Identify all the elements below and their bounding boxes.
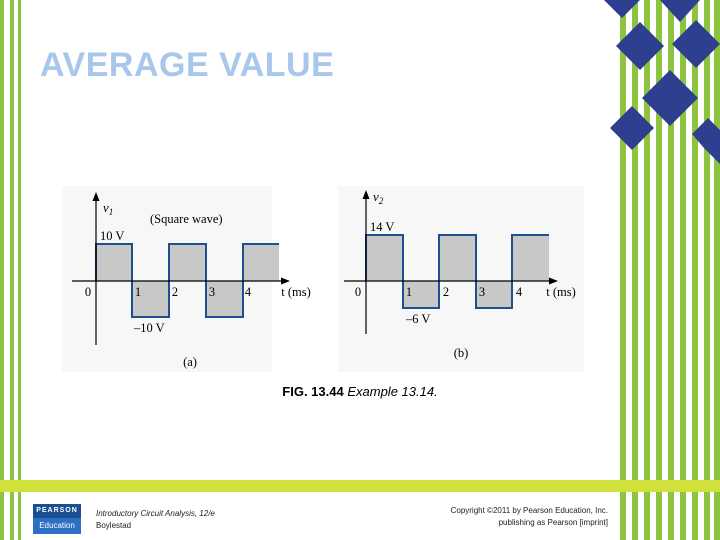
waveform-a-pulse-1-low <box>132 281 169 317</box>
copyright-line-2: publishing as Pearson [imprint] <box>498 518 608 527</box>
tick-b-0: 0 <box>355 285 361 299</box>
pearson-logo-top: PEARSON <box>33 504 81 518</box>
tick-a-1: 1 <box>135 285 141 299</box>
tick-b-4: 4 <box>516 285 523 299</box>
tick-a-3: 3 <box>209 285 215 299</box>
level-label-14v: 14 V <box>370 220 394 234</box>
figure-number: FIG. 13.44 <box>282 384 344 399</box>
figure-caption: FIG. 13.44 Example 13.14. <box>0 384 720 399</box>
t-axis-b-arrow <box>549 277 558 285</box>
book-author: Boylestad <box>96 521 132 530</box>
waveform-b-pulse-1-high <box>366 235 403 281</box>
level-label-minus-6v: –6 V <box>405 312 430 326</box>
tick-a-2: 2 <box>172 285 178 299</box>
diagram-a: v1 (Square wave) 10 V –10 V t (ms) 0 1 2… <box>62 186 311 372</box>
t-axis-a-arrow <box>281 277 290 285</box>
t-axis-a-label: t (ms) <box>281 285 311 299</box>
copyright-notice: Copyright ©2011 by Pearson Education, In… <box>451 505 608 529</box>
waveform-b <box>365 234 549 309</box>
left-stripes <box>0 0 21 540</box>
diagram-a-sublabel: (a) <box>183 355 197 369</box>
v2-axis-arrow <box>362 190 370 199</box>
v1-axis-label: v1 <box>103 200 113 217</box>
waveform-b-pulse-2-high <box>439 235 476 281</box>
footer-band <box>0 480 720 492</box>
waveform-a <box>95 243 279 318</box>
waveform-b-trace <box>365 234 549 309</box>
tick-b-2: 2 <box>443 285 449 299</box>
book-title: Introductory Circuit Analysis, 12/e <box>96 509 215 518</box>
waveform-b-pulse-1-low <box>403 281 439 308</box>
t-axis-b-label: t (ms) <box>546 285 576 299</box>
pearson-logo: PEARSON Education <box>33 504 81 534</box>
waveform-a-pulse-1-high <box>96 244 132 281</box>
waveform-a-pulse-2-high <box>169 244 206 281</box>
waveform-a-pulse-3-high <box>243 244 279 281</box>
tick-a-0: 0 <box>85 285 91 299</box>
diagram-b: v2 14 V –6 V t (ms) 0 1 2 3 4 (b) <box>338 186 584 372</box>
right-decoration <box>604 0 720 540</box>
square-wave-annotation: (Square wave) <box>150 212 223 226</box>
waveform-a-pulse-2-low <box>206 281 243 317</box>
v2-axis-label: v2 <box>373 189 384 206</box>
pearson-logo-bottom: Education <box>33 518 81 534</box>
slide-title: AVERAGE VALUE <box>40 46 335 84</box>
waveform-a-trace <box>95 243 279 318</box>
tick-b-1: 1 <box>406 285 412 299</box>
level-label-minus-10v: –10 V <box>133 321 165 335</box>
waveform-b-pulse-3-high <box>512 235 549 281</box>
book-citation: Introductory Circuit Analysis, 12/e Boyl… <box>96 508 215 532</box>
tick-a-4: 4 <box>245 285 252 299</box>
v1-axis-arrow <box>92 192 100 201</box>
tick-b-3: 3 <box>479 285 485 299</box>
diagram-b-sublabel: (b) <box>454 346 469 360</box>
figure-caption-text: Example 13.14. <box>347 384 438 399</box>
waveform-b-pulse-2-low <box>476 281 512 308</box>
level-label-10v: 10 V <box>100 229 124 243</box>
copyright-line-1: Copyright ©2011 by Pearson Education, In… <box>450 506 608 515</box>
